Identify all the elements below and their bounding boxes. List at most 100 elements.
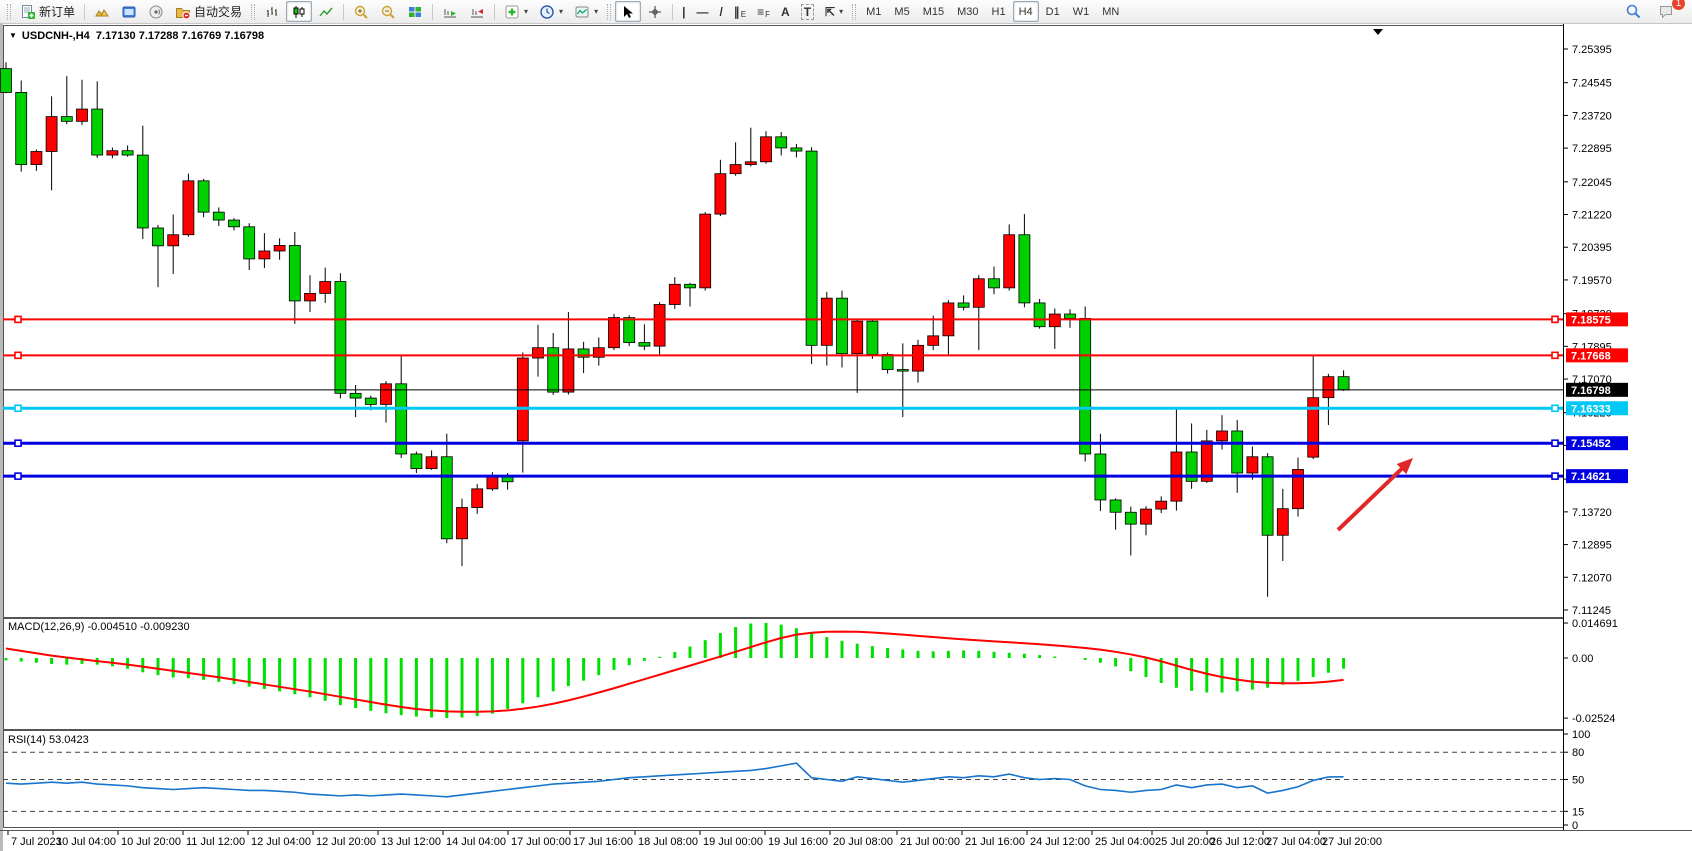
svg-text:26 Jul 12:00: 26 Jul 12:00 bbox=[1210, 836, 1270, 848]
chart-title: ▼ USDCNH-,H4 7.17130 7.17288 7.16769 7.16… bbox=[9, 30, 264, 42]
timeframe-d1-button[interactable]: D1 bbox=[1040, 1, 1066, 22]
auto-scroll-button[interactable] bbox=[437, 1, 463, 22]
svg-text:7.12070: 7.12070 bbox=[1572, 572, 1612, 584]
candle-chart-mode-button[interactable] bbox=[286, 1, 313, 22]
svg-text:11 Jul 12:00: 11 Jul 12:00 bbox=[186, 836, 245, 848]
dropdown-caret: ▾ bbox=[839, 7, 844, 16]
svg-text:12 Jul 04:00: 12 Jul 04:00 bbox=[251, 836, 311, 848]
chat-bubble-icon bbox=[1660, 6, 1672, 19]
svg-text:24 Jul 12:00: 24 Jul 12:00 bbox=[1030, 836, 1090, 848]
market-watch-button[interactable] bbox=[89, 1, 115, 22]
rsi-indicator-label: RSI(14) 53.0423 bbox=[8, 734, 89, 746]
arrows-tool[interactable]: ⇱ ▾ bbox=[820, 1, 848, 22]
svg-text:18 Jul 08:00: 18 Jul 08:00 bbox=[638, 836, 698, 848]
cursor-tool-button[interactable] bbox=[615, 1, 642, 22]
timeframe-label: D1 bbox=[1045, 5, 1060, 18]
auto-trading-icon bbox=[176, 7, 191, 19]
separator bbox=[494, 3, 496, 20]
horizontal-line-tool[interactable]: — bbox=[691, 1, 713, 22]
bar-chart-mode-button[interactable] bbox=[259, 1, 285, 22]
trendline-tool[interactable]: / bbox=[714, 1, 727, 22]
auto-trading-label: 自动交易 bbox=[194, 5, 243, 19]
svg-text:21 Jul 00:00: 21 Jul 00:00 bbox=[900, 836, 960, 848]
chart-shift-button[interactable] bbox=[464, 1, 490, 22]
svg-text:0: 0 bbox=[1572, 820, 1578, 832]
toolbar-grip[interactable] bbox=[251, 3, 256, 20]
text-label-icon: T bbox=[800, 3, 815, 20]
macd-panel: 0.014691 0.00 -0.02524 bbox=[4, 618, 1618, 725]
search-button[interactable] bbox=[1620, 1, 1647, 22]
svg-text:7.13720: 7.13720 bbox=[1572, 507, 1612, 519]
templates-button[interactable]: ▾ bbox=[569, 1, 603, 22]
hline-icon: — bbox=[696, 4, 709, 19]
svg-text:25 Jul 20:00: 25 Jul 20:00 bbox=[1155, 836, 1215, 848]
arrows-icon: ⇱ bbox=[825, 4, 836, 19]
timeframe-h1-button[interactable]: H1 bbox=[986, 1, 1012, 22]
vertical-line-tool[interactable]: | bbox=[677, 1, 690, 22]
timeframe-label: M15 bbox=[922, 5, 945, 18]
toolbar-grip[interactable] bbox=[852, 3, 857, 20]
timeframe-label: MN bbox=[1102, 5, 1120, 18]
price-badges: 7.18575 7.17668 7.16333 7.15452 7.14621 7.167… bbox=[1566, 312, 1628, 484]
zoom-in-button[interactable] bbox=[348, 1, 374, 22]
timeframe-m30-button[interactable]: M30 bbox=[951, 1, 984, 22]
signals-button[interactable] bbox=[143, 1, 169, 22]
timeframe-m15-button[interactable]: M15 bbox=[917, 1, 950, 22]
svg-text:21 Jul 16:00: 21 Jul 16:00 bbox=[965, 836, 1025, 848]
fibonacci-tool[interactable]: ≡ F bbox=[752, 1, 775, 22]
candlestick-icon bbox=[293, 5, 305, 18]
notifications-button[interactable]: 1 bbox=[1653, 0, 1685, 22]
svg-text:100: 100 bbox=[1572, 729, 1590, 741]
signal-icon bbox=[149, 5, 163, 18]
periods-button[interactable]: ▾ bbox=[534, 1, 568, 22]
terminal-window-button[interactable] bbox=[116, 1, 142, 22]
svg-text:14 Jul 04:00: 14 Jul 04:00 bbox=[446, 836, 506, 848]
clock-icon bbox=[540, 4, 554, 19]
timeframe-m5-button[interactable]: M5 bbox=[888, 1, 915, 22]
dropdown-caret: ▾ bbox=[559, 7, 564, 16]
text-label-tool[interactable]: T bbox=[796, 1, 819, 22]
svg-text:7.21220: 7.21220 bbox=[1572, 210, 1612, 222]
svg-text:7.16798: 7.16798 bbox=[1571, 385, 1611, 397]
new-order-button[interactable]: 新订单 bbox=[15, 1, 80, 22]
tile-windows-icon bbox=[409, 6, 422, 17]
separator bbox=[432, 3, 434, 20]
timeframe-label: W1 bbox=[1072, 5, 1090, 18]
timeframe-mn-button[interactable]: MN bbox=[1096, 1, 1125, 22]
rsi-panel: 100 80 50 15 0 bbox=[3, 729, 1590, 832]
svg-text:7.20395: 7.20395 bbox=[1572, 242, 1612, 254]
toolbar-grip[interactable] bbox=[7, 3, 11, 20]
notification-badge: 1 bbox=[1672, 0, 1685, 10]
zoom-out-button[interactable] bbox=[375, 1, 401, 22]
text-tool[interactable]: A bbox=[776, 1, 795, 22]
svg-text:19 Jul 16:00: 19 Jul 16:00 bbox=[768, 836, 828, 848]
svg-text:25 Jul 04:00: 25 Jul 04:00 bbox=[1095, 836, 1155, 848]
timeframe-h4-button[interactable]: H4 bbox=[1012, 1, 1039, 22]
svg-text:7.22045: 7.22045 bbox=[1572, 177, 1612, 189]
collapse-triangle-icon[interactable]: ▼ bbox=[9, 31, 17, 40]
candlestick-series bbox=[0, 62, 1350, 597]
dropdown-caret: ▾ bbox=[594, 7, 599, 16]
svg-text:27 Jul 04:00: 27 Jul 04:00 bbox=[1266, 836, 1326, 848]
indicators-icon bbox=[505, 5, 519, 18]
macd-indicator-label: MACD(12,26,9) -0.004510 -0.009230 bbox=[8, 621, 190, 633]
tile-windows-button[interactable] bbox=[402, 1, 428, 22]
crosshair-tool-button[interactable] bbox=[642, 1, 668, 22]
channel-tool[interactable]: ∥ E bbox=[729, 1, 751, 22]
svg-text:19 Jul 00:00: 19 Jul 00:00 bbox=[703, 836, 763, 848]
new-order-icon bbox=[22, 4, 35, 19]
trendline-icon: / bbox=[719, 4, 723, 19]
auto-trading-button[interactable]: 自动交易 bbox=[170, 1, 247, 22]
indicators-button[interactable]: ▾ bbox=[499, 1, 533, 22]
price-lines bbox=[3, 315, 1563, 480]
toolbar-grip[interactable] bbox=[607, 3, 612, 20]
line-chart-mode-button[interactable] bbox=[313, 1, 339, 22]
timeframe-m1-button[interactable]: M1 bbox=[860, 1, 887, 22]
timeframe-label: M1 bbox=[866, 5, 882, 18]
svg-text:27 Jul 20:00: 27 Jul 20:00 bbox=[1322, 836, 1382, 848]
timeframe-w1-button[interactable]: W1 bbox=[1067, 1, 1096, 22]
svg-text:15: 15 bbox=[1572, 806, 1584, 818]
